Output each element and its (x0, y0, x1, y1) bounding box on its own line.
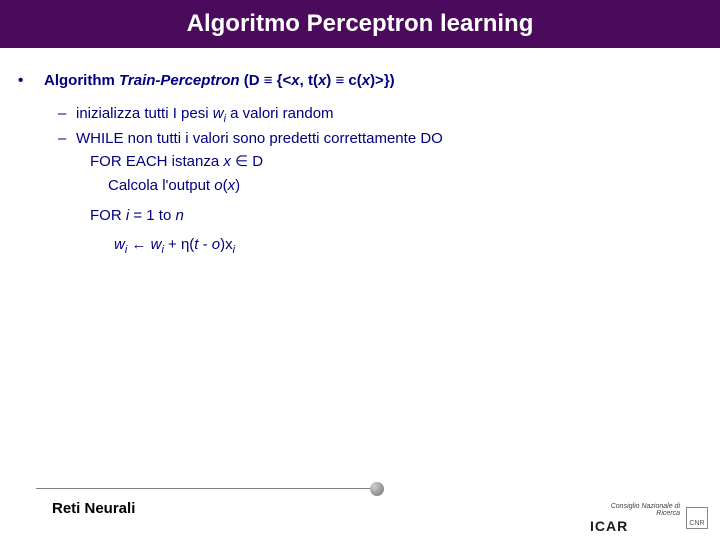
alg-name: Train-Perceptron (119, 72, 244, 89)
step-for-i: FOR i = 1 to n (90, 205, 702, 228)
step-init: – inizializza tutti I pesi wi a valori r… (58, 103, 702, 127)
alg-word: Algorithm (44, 72, 119, 89)
dash-icon: – (58, 128, 76, 151)
footer: Reti Neurali Consiglio Nazionale di Rice… (0, 488, 720, 540)
logo-main: ICAR (590, 518, 680, 534)
algorithm-heading: • Algorithm Train-Perceptron (D ≡ {<x, t… (18, 70, 702, 93)
footer-divider (36, 488, 376, 489)
step-init-text: inizializza tutti I pesi wi a valori ran… (76, 103, 334, 127)
divider-ball-icon (370, 482, 384, 496)
step-compute: Calcola l'output o(x) (108, 175, 702, 198)
step-update: wi ← wi + η(t - o)xi (114, 234, 702, 258)
logo-text-block: Consiglio Nazionale di Ricerca ICAR (590, 503, 680, 534)
sub-list: – inizializza tutti I pesi wi a valori r… (58, 103, 702, 151)
footer-logo: Consiglio Nazionale di Ricerca ICAR CNR (590, 503, 708, 534)
algorithm-line: Algorithm Train-Perceptron (D ≡ {<x, t(x… (44, 70, 395, 93)
logo-subtitle: Consiglio Nazionale di Ricerca (590, 503, 680, 518)
footer-label: Reti Neurali (52, 500, 135, 517)
dash-icon: – (58, 103, 76, 126)
step-foreach: FOR EACH istanza x ∈ D (90, 151, 702, 174)
cnr-logo-icon: CNR (686, 507, 708, 529)
alg-signature: (D ≡ {<x, t(x) ≡ c(x)>}) (244, 72, 395, 89)
slide-title: Algoritmo Perceptron learning (187, 10, 534, 38)
step-while-text: WHILE non tutti i valori sono predetti c… (76, 128, 443, 151)
bullet-icon: • (18, 70, 44, 93)
content-area: • Algorithm Train-Perceptron (D ≡ {<x, t… (0, 48, 720, 258)
step-while: – WHILE non tutti i valori sono predetti… (58, 128, 702, 151)
title-bar: Algoritmo Perceptron learning (0, 0, 720, 48)
